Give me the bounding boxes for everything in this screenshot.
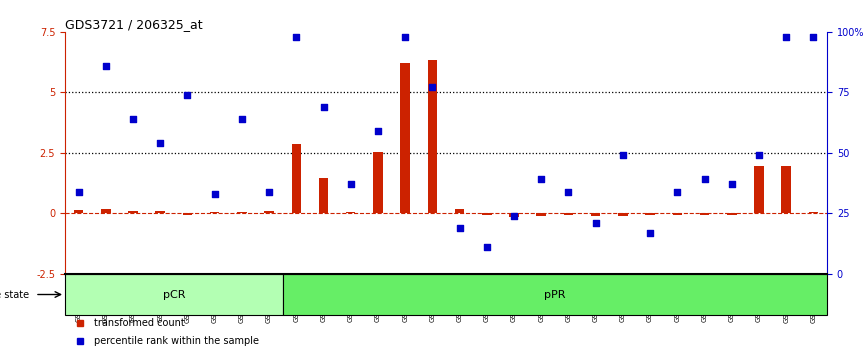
Point: [72, 189, 86, 194]
Text: disease state: disease state: [0, 290, 29, 299]
Bar: [74, 210, 83, 213]
Bar: [754, 166, 764, 213]
Text: transformed count: transformed count: [94, 318, 184, 328]
Text: GDS3721 / 206325_at: GDS3721 / 206325_at: [65, 18, 203, 31]
Point: [779, 34, 793, 40]
Bar: [373, 152, 383, 213]
Point: [670, 189, 684, 194]
Point: [371, 128, 385, 134]
Point: [643, 230, 657, 235]
Point: [806, 34, 820, 40]
Bar: [156, 211, 165, 213]
Bar: [809, 212, 818, 213]
Bar: [264, 211, 274, 213]
Bar: [400, 63, 410, 213]
Bar: [101, 209, 111, 213]
Bar: [65, 274, 282, 315]
Bar: [237, 212, 247, 213]
Point: [235, 116, 249, 122]
Bar: [292, 144, 301, 213]
Bar: [673, 213, 682, 215]
Point: [208, 191, 222, 197]
Point: [425, 85, 439, 90]
Bar: [645, 213, 655, 215]
Point: [507, 213, 521, 218]
Point: [616, 153, 630, 158]
Bar: [781, 166, 791, 213]
Bar: [128, 211, 138, 213]
Bar: [183, 213, 192, 215]
Bar: [282, 274, 827, 315]
Bar: [319, 178, 328, 213]
Point: [698, 177, 712, 182]
Bar: [591, 213, 600, 216]
Point: [344, 182, 358, 187]
Point: [99, 63, 113, 69]
Point: [180, 92, 194, 98]
Bar: [346, 212, 355, 213]
Point: [589, 220, 603, 226]
Point: [453, 225, 467, 231]
Point: [153, 140, 167, 146]
Bar: [428, 60, 437, 213]
Point: [725, 182, 739, 187]
Point: [480, 244, 494, 250]
Point: [534, 177, 548, 182]
Point: [398, 34, 412, 40]
Bar: [455, 209, 464, 213]
Bar: [536, 213, 546, 216]
Bar: [509, 213, 519, 217]
Point: [126, 116, 140, 122]
Bar: [700, 213, 709, 215]
Bar: [564, 213, 573, 215]
Point: [752, 153, 766, 158]
Bar: [618, 213, 628, 216]
Bar: [727, 213, 736, 215]
Point: [561, 189, 575, 194]
Point: [317, 104, 331, 110]
Text: pPR: pPR: [544, 290, 565, 299]
Point: [262, 189, 276, 194]
Text: percentile rank within the sample: percentile rank within the sample: [94, 336, 259, 346]
Point: [289, 34, 303, 40]
Text: pCR: pCR: [163, 290, 185, 299]
Bar: [210, 212, 219, 213]
Bar: [482, 213, 492, 215]
